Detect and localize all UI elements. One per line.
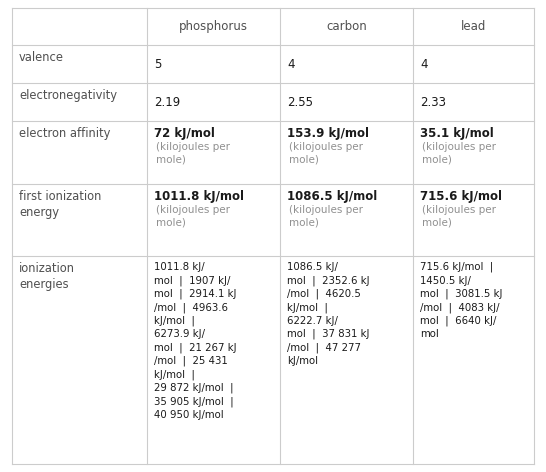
Text: 1011.8 kJ/
mol  |  1907 kJ/
mol  |  2914.1 kJ
/mol  |  4963.6
kJ/mol  |
6273.9 k: 1011.8 kJ/ mol | 1907 kJ/ mol | 2914.1 k… (154, 262, 236, 420)
Text: 1086.5 kJ/
mol  |  2352.6 kJ
/mol  |  4620.5
kJ/mol  |
6222.7 kJ/
mol  |  37 831: 1086.5 kJ/ mol | 2352.6 kJ /mol | 4620.5… (287, 262, 370, 366)
Text: 4: 4 (287, 58, 294, 70)
Text: 153.9 kJ/mol: 153.9 kJ/mol (287, 127, 369, 140)
Text: 2.55: 2.55 (287, 95, 313, 109)
Text: (kilojoules per
mole): (kilojoules per mole) (289, 205, 363, 228)
Text: (kilojoules per
mole): (kilojoules per mole) (156, 142, 230, 164)
Text: (kilojoules per
mole): (kilojoules per mole) (422, 205, 496, 228)
Text: first ionization
energy: first ionization energy (19, 190, 102, 219)
Text: carbon: carbon (326, 20, 367, 33)
Text: ionization
energies: ionization energies (19, 262, 75, 291)
Text: 5: 5 (154, 58, 162, 70)
Text: (kilojoules per
mole): (kilojoules per mole) (156, 205, 230, 228)
Text: 1086.5 kJ/mol: 1086.5 kJ/mol (287, 190, 377, 203)
Text: phosphorus: phosphorus (179, 20, 248, 33)
Text: 35.1 kJ/mol: 35.1 kJ/mol (420, 127, 494, 140)
Text: 2.33: 2.33 (420, 95, 446, 109)
Text: electron affinity: electron affinity (19, 127, 110, 140)
Text: 715.6 kJ/mol: 715.6 kJ/mol (420, 190, 502, 203)
Text: 2.19: 2.19 (154, 95, 180, 109)
Text: 1011.8 kJ/mol: 1011.8 kJ/mol (154, 190, 244, 203)
Text: 715.6 kJ/mol  |
1450.5 kJ/
mol  |  3081.5 kJ
/mol  |  4083 kJ/
mol  |  6640 kJ/
: 715.6 kJ/mol | 1450.5 kJ/ mol | 3081.5 k… (420, 262, 502, 339)
Text: 4: 4 (420, 58, 428, 70)
Text: (kilojoules per
mole): (kilojoules per mole) (422, 142, 496, 164)
Text: valence: valence (19, 51, 64, 64)
Text: (kilojoules per
mole): (kilojoules per mole) (289, 142, 363, 164)
Text: lead: lead (461, 20, 486, 33)
Text: electronegativity: electronegativity (19, 89, 117, 102)
Text: 72 kJ/mol: 72 kJ/mol (154, 127, 215, 140)
